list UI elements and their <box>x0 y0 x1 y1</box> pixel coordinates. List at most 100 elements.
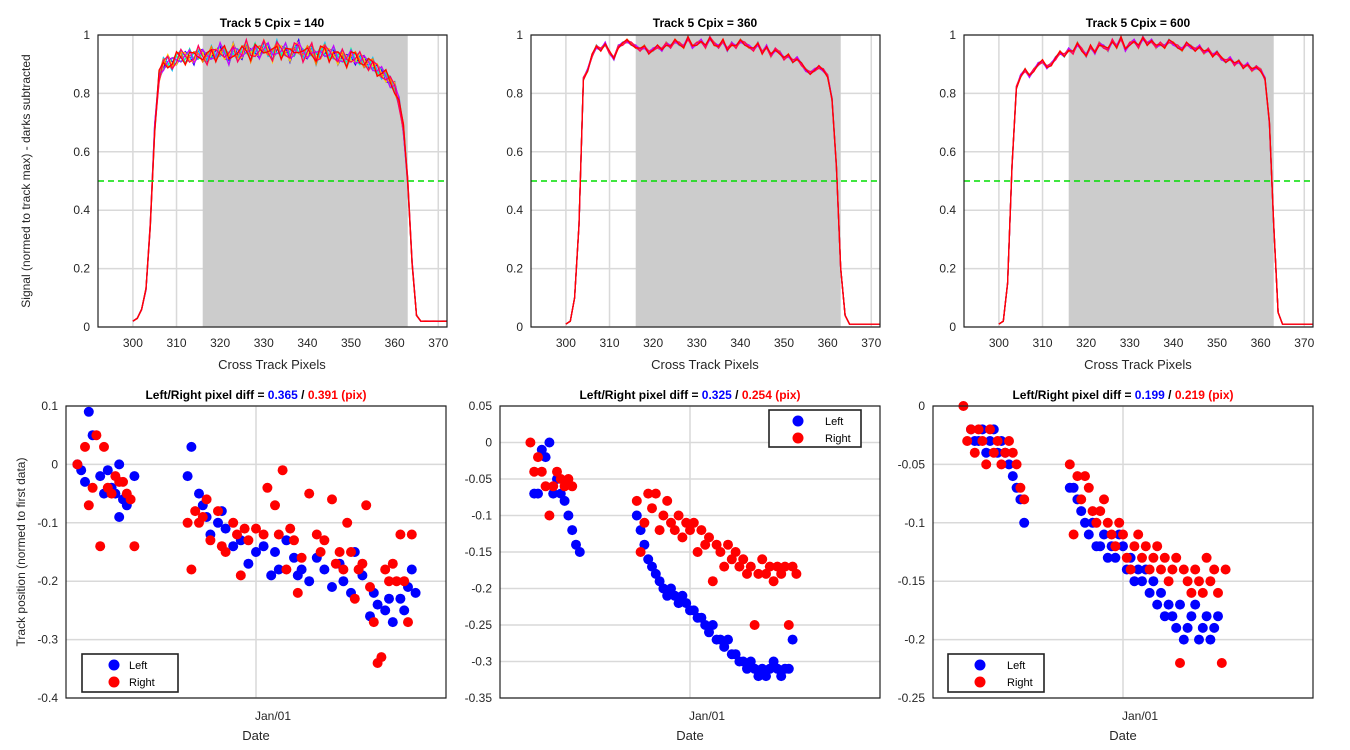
right-point <box>981 459 992 470</box>
y-tick-label: -0.2 <box>471 582 492 596</box>
right-point <box>529 466 540 477</box>
legend-right-marker <box>108 676 120 688</box>
left-point <box>548 488 559 499</box>
right-point <box>669 525 680 536</box>
y-tick-label: 0.1 <box>41 399 58 413</box>
right-point <box>273 529 284 540</box>
left-point <box>1019 517 1030 528</box>
scatter-panel-title: Left/Right pixel diff = 0.365 / 0.391 (p… <box>145 388 366 402</box>
left-point <box>80 476 90 487</box>
right-point <box>357 558 368 569</box>
right-point <box>985 424 995 435</box>
left-point <box>114 459 125 470</box>
right-point <box>1156 564 1166 575</box>
x-axis-label: Date <box>242 728 269 743</box>
y-tick-label: 0 <box>83 320 90 334</box>
right-point <box>125 494 136 505</box>
right-point <box>988 447 999 458</box>
left-point <box>213 517 223 528</box>
y-tick-label: 0.4 <box>939 203 956 217</box>
legend-right-marker <box>792 432 804 444</box>
left-point <box>266 570 277 581</box>
scatter-points <box>525 437 802 682</box>
x-tick-label: 360 <box>385 336 405 350</box>
left-point <box>1152 599 1163 610</box>
right-point <box>95 541 106 552</box>
right-point <box>304 488 315 499</box>
right-point <box>1182 576 1193 587</box>
y-tick-label: 0 <box>485 436 492 450</box>
y-tick-label: -0.2 <box>904 633 925 647</box>
left-point <box>567 525 578 536</box>
right-point <box>1197 587 1208 598</box>
right-point <box>315 547 326 557</box>
right-point <box>654 525 665 536</box>
x-tick-label: 300 <box>556 336 576 350</box>
x-axis-label: Cross Track Pixels <box>1084 357 1192 372</box>
right-point <box>361 500 372 511</box>
signal-lines <box>132 37 447 322</box>
y-tick-label: 0 <box>949 320 956 334</box>
right-point <box>334 547 345 557</box>
plot-frame <box>65 405 447 699</box>
left-point <box>544 437 555 448</box>
right-point <box>631 495 642 506</box>
x-tick-label: 310 <box>1033 336 1053 350</box>
left-point <box>270 547 280 557</box>
legend-box: Left Right <box>768 409 862 448</box>
left-point <box>559 495 570 506</box>
plot-frame <box>97 34 448 328</box>
signal-trace <box>132 43 447 322</box>
line-panel-title: Track 5 Cpix = 140 <box>220 16 325 30</box>
right-point <box>399 576 410 587</box>
x-tick-label: 370 <box>1294 336 1314 350</box>
right-point <box>285 523 296 534</box>
x-tick-label: 360 <box>1251 336 1271 350</box>
right-point <box>1159 552 1170 563</box>
left-point <box>1163 599 1174 610</box>
left-point <box>384 593 394 604</box>
right-point <box>1007 447 1018 458</box>
right-point <box>1095 506 1106 517</box>
y-tick-label: -0.05 <box>465 472 493 486</box>
right-point <box>220 547 231 557</box>
x-axis-label: Cross Track Pixels <box>651 357 759 372</box>
y-tick-label: 0.4 <box>506 203 523 217</box>
right-point <box>1019 494 1030 505</box>
right-point <box>376 652 387 663</box>
left-point <box>186 441 197 452</box>
y-tick-label: 0.4 <box>73 203 90 217</box>
x-axis-label: Date <box>1109 728 1136 743</box>
right-point <box>186 564 197 575</box>
right-point <box>791 568 802 579</box>
x-tick-label: 340 <box>730 336 750 350</box>
right-point <box>768 576 779 587</box>
left-point <box>1190 599 1201 610</box>
legend-left-marker <box>108 659 120 671</box>
x-tick-label: 350 <box>774 336 794 350</box>
legend-left-label: Left <box>825 416 843 428</box>
left-point <box>1167 611 1178 622</box>
right-point <box>1118 529 1128 540</box>
left-point <box>631 510 642 521</box>
right-point <box>99 441 109 452</box>
signal-trace <box>132 41 447 322</box>
right-point <box>753 568 764 579</box>
right-point <box>966 424 976 435</box>
y-tick-label: -0.25 <box>898 691 926 705</box>
right-point <box>1087 506 1098 517</box>
left-point <box>1095 541 1106 552</box>
right-point <box>1186 587 1197 598</box>
right-point <box>1080 471 1090 482</box>
right-point <box>239 523 250 534</box>
left-point <box>380 605 391 616</box>
right-point <box>243 535 254 546</box>
left-point <box>406 564 417 575</box>
right-point <box>536 466 547 477</box>
x-tick-label: 330 <box>687 336 707 350</box>
x-tick-label: 330 <box>1120 336 1140 350</box>
left-point <box>1194 634 1204 645</box>
right-point <box>1175 658 1185 668</box>
right-point <box>270 500 280 511</box>
